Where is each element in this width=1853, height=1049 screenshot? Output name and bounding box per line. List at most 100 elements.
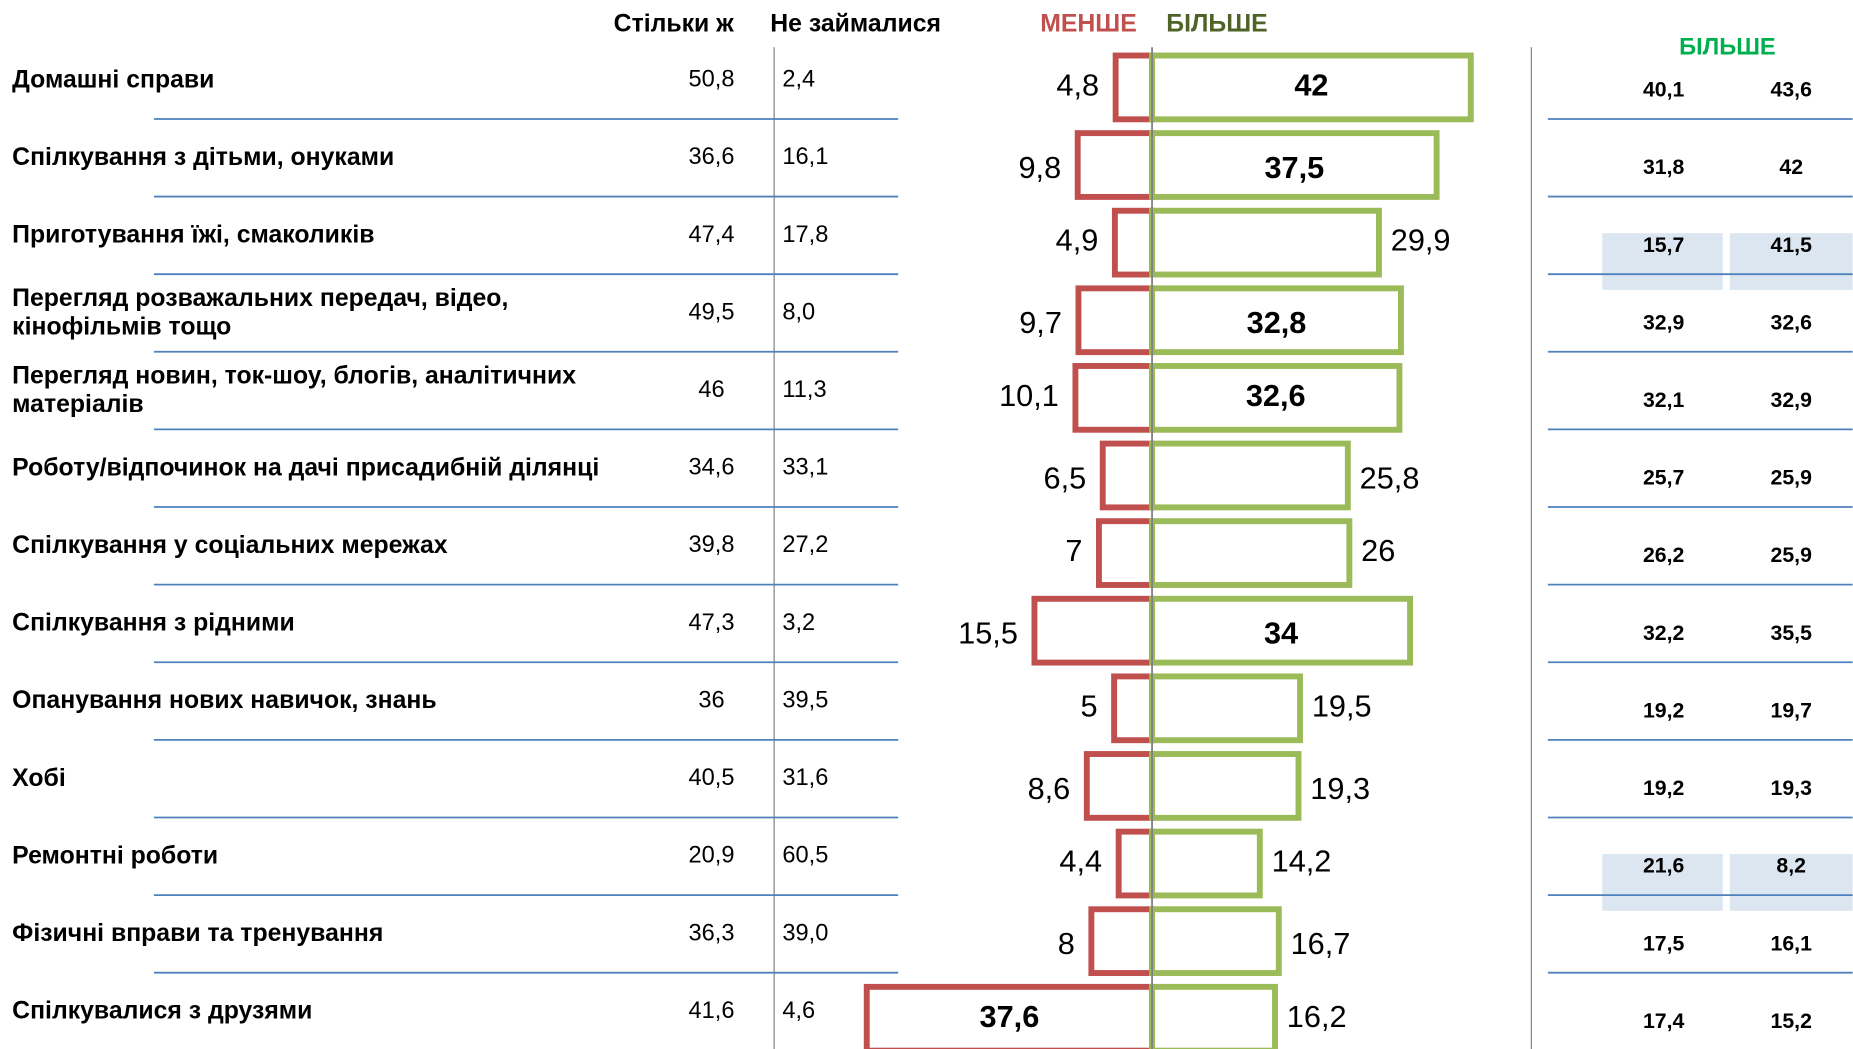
cell: 32,6 (1771, 310, 1813, 334)
cell: 25,9 (1771, 466, 1813, 490)
column-header: Стільки ж (614, 10, 734, 37)
value-label: 6,5 (1044, 460, 1087, 495)
cell: 32,9 (1771, 388, 1813, 412)
cell: 50,8 (689, 67, 735, 93)
legend-label: МЕНШЕ (1040, 10, 1137, 37)
cell: 19,3 (1771, 776, 1813, 800)
cell: 19,2 (1643, 776, 1684, 800)
cell: 32,1 (1643, 388, 1685, 412)
value-label: 32,6 (1246, 378, 1306, 413)
cell: 47,4 (689, 222, 735, 248)
cell-highlight (1602, 854, 1723, 911)
cell: 46 (698, 377, 724, 403)
row-label-line: Спілкування з дітьми, онуками (12, 143, 394, 170)
bar (1095, 518, 1156, 588)
cell: 36,6 (689, 144, 735, 170)
row-label: Опанування нових навичок, знань (12, 687, 436, 714)
cell: 39,0 (782, 920, 828, 946)
cell: 20,9 (689, 843, 735, 869)
value-label: 8,6 (1028, 771, 1071, 806)
row-label: Спілкувалися з друзями (12, 997, 312, 1024)
cell: 36,3 (689, 920, 735, 946)
bar (1111, 207, 1156, 278)
cell: 19,2 (1643, 698, 1684, 722)
bar (1099, 440, 1156, 511)
cell-highlight (1729, 854, 1853, 911)
cell: 11,3 (782, 377, 826, 403)
bar (1083, 751, 1156, 821)
bar (1112, 52, 1156, 123)
cell: 42 (1779, 155, 1803, 179)
bar (1088, 906, 1156, 976)
value-label: 16,2 (1287, 999, 1347, 1034)
bar (1149, 673, 1303, 744)
bar (1149, 518, 1353, 588)
cell: 17,5 (1643, 931, 1685, 955)
cell: 40,1 (1643, 78, 1685, 102)
cell: 34,6 (689, 455, 735, 481)
cell: 25,7 (1643, 466, 1684, 490)
cell: 36 (698, 687, 724, 713)
value-label: 32,8 (1247, 305, 1307, 340)
value-label: 4,8 (1056, 68, 1099, 103)
row-label-line: Перегляд розважальних передач, відео, (12, 285, 515, 312)
legend-label: БІЛЬШЕ (1166, 10, 1267, 37)
cell: 25,9 (1771, 543, 1813, 567)
cell: 3,2 (782, 610, 815, 636)
cell: 17,4 (1643, 1009, 1685, 1033)
value-label: 37,6 (980, 999, 1040, 1034)
cell: 16,1 (1771, 931, 1813, 955)
cell: 19,7 (1771, 698, 1812, 722)
bar (1115, 828, 1156, 899)
column-header: Не займалися (770, 10, 941, 37)
row-label-line: Роботу/відпочинок на дачі присадибній ді… (12, 454, 599, 481)
cell: 43,6 (1771, 78, 1813, 102)
cell: 32,2 (1643, 621, 1684, 645)
cell: 49,5 (689, 299, 735, 325)
cell: 40,5 (689, 765, 735, 791)
bar (1074, 130, 1156, 200)
bar (1149, 828, 1263, 899)
row-label-line: Ремонтні роботи (12, 842, 218, 869)
value-label: 25,8 (1360, 460, 1420, 495)
cell: 2,4 (782, 67, 815, 93)
value-label: 14,2 (1272, 844, 1332, 879)
row-label-line: Приготування їжі, смаколиків (12, 221, 374, 248)
value-label: 42 (1294, 68, 1328, 103)
cell: 39,5 (782, 687, 828, 713)
cell: 41,6 (689, 998, 735, 1024)
cell: 31,6 (782, 765, 828, 791)
cell: 33,1 (782, 455, 828, 481)
bar (1031, 595, 1156, 666)
row-label: Ремонтні роботи (12, 842, 218, 869)
value-label: 19,3 (1310, 771, 1370, 806)
cell: 41,5 (1771, 233, 1813, 257)
row-label: Хобі (12, 764, 66, 791)
value-label: 16,7 (1291, 926, 1351, 961)
value-label: 34 (1264, 616, 1298, 651)
row-label-line: Домашні справи (12, 66, 214, 93)
value-label: 10,1 (999, 378, 1059, 413)
cell-highlight (1729, 233, 1853, 290)
value-label: 4,4 (1059, 844, 1102, 879)
bar (1149, 906, 1282, 976)
row-label-line: Перегляд новин, ток-шоу, блогів, аналіти… (12, 362, 583, 389)
bar (1149, 285, 1404, 356)
bar (1075, 285, 1156, 356)
bar (1149, 363, 1403, 433)
value-label: 26 (1361, 533, 1395, 568)
cell: 4,6 (782, 998, 815, 1024)
bar (1149, 983, 1278, 1049)
cell: 16,1 (782, 144, 828, 170)
cell-highlight (1602, 233, 1723, 290)
bar (1149, 440, 1351, 511)
cell: 15,7 (1643, 233, 1684, 257)
row-label-line: Хобі (12, 764, 66, 791)
row-label-line: Фізичні вправи та тренування (12, 920, 383, 947)
row-label-line: кінофільмів тощо (12, 313, 231, 340)
row-label: Роботу/відпочинок на дачі присадибній ді… (12, 454, 599, 481)
cell: 15,2 (1771, 1009, 1812, 1033)
cell: 31,8 (1643, 155, 1685, 179)
row-label: Перегляд новин, ток-шоу, блогів, аналіти… (12, 362, 583, 417)
